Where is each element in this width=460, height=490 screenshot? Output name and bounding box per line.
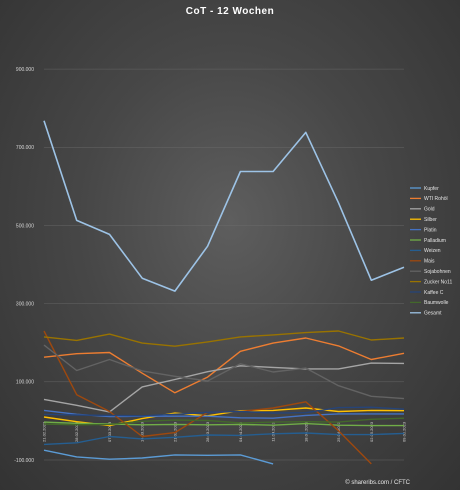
x-tick-label: 04.04.2023 bbox=[238, 421, 243, 442]
x-tick-label: 28.02.2023 bbox=[74, 421, 79, 442]
series-line-baumwolle bbox=[43, 417, 405, 426]
y-tick-label: 900.000 bbox=[16, 67, 34, 73]
x-tick-label: 14.03.2023 bbox=[140, 421, 145, 442]
x-tick-label: 21.02.2023 bbox=[42, 421, 47, 442]
legend-label: Kaffee C bbox=[424, 290, 444, 296]
x-tick-label: 02.05.2023 bbox=[369, 421, 374, 442]
series-line-gold bbox=[43, 362, 405, 413]
legend-label: Zucker No11 bbox=[424, 279, 452, 285]
series-line-platin bbox=[43, 409, 404, 419]
series-line-weizen bbox=[43, 432, 405, 446]
legend-label: Sojabohnen bbox=[424, 269, 451, 275]
legend-label: Mais bbox=[424, 259, 435, 265]
x-tick-label: 28.03.2023 bbox=[205, 421, 210, 442]
x-tick-label: 09.05.2023 bbox=[402, 421, 407, 442]
legend-label: WTI Rohöl bbox=[424, 196, 448, 202]
series-lines bbox=[43, 120, 405, 465]
y-tick-label: 700.000 bbox=[16, 145, 34, 151]
y-tick-label: -100.000 bbox=[14, 458, 34, 464]
series-line-kaffee-c bbox=[43, 406, 405, 417]
x-tick-label: 11.04.2023 bbox=[271, 421, 276, 441]
legend-label: Gesamt bbox=[424, 311, 442, 317]
x-tick-label: 18.04.2023 bbox=[303, 421, 308, 442]
legend-label: Palladium bbox=[424, 238, 446, 244]
legend-label: Weizen bbox=[424, 248, 441, 254]
x-tick-label: 07.03.2023 bbox=[107, 421, 112, 442]
y-tick-label: 100.000 bbox=[16, 380, 34, 386]
legend-label: Silber bbox=[424, 217, 437, 223]
series-line-kupfer bbox=[43, 449, 274, 465]
legend-label: Platin bbox=[424, 227, 437, 233]
chart-title: CoT - 12 Wochen bbox=[186, 6, 274, 17]
legend-label: Kupfer bbox=[424, 186, 439, 192]
y-tick-label: 300.000 bbox=[16, 301, 34, 307]
x-tick-label: 21.03.2023 bbox=[172, 421, 177, 442]
series-line-zucker-no11 bbox=[43, 330, 405, 347]
legend-label: Gold bbox=[424, 207, 435, 213]
series-line-gesamt bbox=[43, 120, 405, 292]
series-line-sojabohnen bbox=[43, 344, 405, 400]
y-axis-ticks: -100.000 100.000 300.000 500.000 700.000 900.… bbox=[14, 67, 34, 464]
y-tick-label: 500.000 bbox=[16, 223, 34, 229]
legend-label: Baumwolle bbox=[424, 300, 449, 306]
series-line-mais bbox=[43, 330, 372, 465]
legend: Kupfer WTI Rohöl Gold Silber Platin Palladium… bbox=[410, 186, 452, 317]
series-line-wti-roh-l bbox=[43, 337, 405, 394]
gridlines bbox=[44, 68, 404, 461]
source-credit: © shareribs.com / CFTC bbox=[345, 479, 410, 486]
